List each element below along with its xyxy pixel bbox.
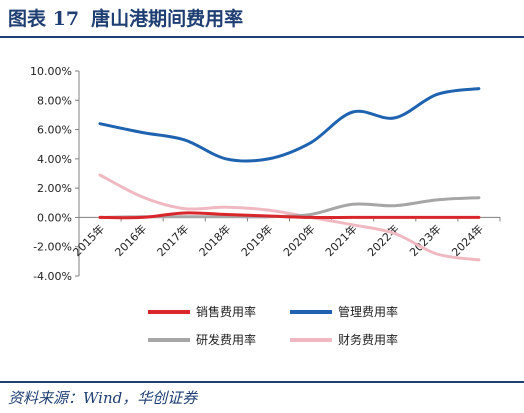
bottom-divider (0, 381, 524, 383)
x-tick-label: 2015年 (70, 222, 107, 259)
figure-label: 图表 17 (8, 8, 80, 30)
x-tick-label: 2021年 (322, 222, 359, 259)
y-tick-label: 4.00% (37, 153, 72, 166)
top-divider (0, 36, 524, 38)
y-tick-label: 10.00% (30, 65, 72, 78)
series-line-1 (98, 211, 481, 220)
x-tick-label: 2024年 (449, 222, 486, 259)
legend-label: 研发费用率 (196, 332, 256, 347)
source-note: 资料来源：Wind，华创证券 (8, 389, 198, 407)
x-tick-label: 2017年 (154, 222, 191, 259)
y-tick-label: 2.00% (37, 182, 72, 195)
chart-title: 唐山港期间费用率 (91, 8, 244, 30)
x-tick-label: 2019年 (238, 222, 275, 259)
legend-label: 管理费用率 (338, 304, 398, 319)
x-tick-label: 2016年 (112, 222, 149, 259)
series-line-2 (98, 87, 481, 163)
y-tick-label: -2.00% (33, 241, 72, 254)
y-tick-label: 0.00% (37, 211, 72, 224)
legend-label: 销售费用率 (196, 304, 256, 319)
y-tick-label: 8.00% (37, 94, 72, 107)
y-axis: 10.00% 8.00% 6.00% 4.00% 2.00% 0.00% -2.00% -4.… (30, 65, 80, 283)
y-tick-label: 6.00% (37, 124, 72, 137)
figure-title: 图表 17 唐山港期间费用率 (8, 4, 243, 34)
legend-label: 财务费用率 (338, 332, 398, 347)
y-tick-label: -4.00% (33, 270, 72, 283)
x-tick-label: 2020年 (280, 222, 317, 259)
series-lines (98, 87, 481, 262)
series-line-4 (98, 173, 481, 262)
x-tick-label: 2018年 (196, 222, 233, 259)
